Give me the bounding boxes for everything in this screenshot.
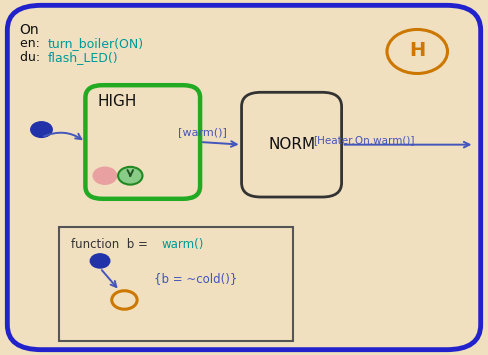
Circle shape (387, 29, 447, 73)
Circle shape (93, 167, 117, 184)
Text: flash_LED(): flash_LED() (48, 51, 119, 65)
Text: NORM: NORM (268, 137, 315, 152)
Text: HIGH: HIGH (98, 94, 137, 109)
FancyBboxPatch shape (242, 92, 342, 197)
Text: en:: en: (20, 37, 43, 50)
Text: {b = ~cold()}: {b = ~cold()} (154, 272, 237, 285)
FancyBboxPatch shape (59, 227, 293, 341)
Text: [Heater.On.warm()]: [Heater.On.warm()] (313, 136, 414, 146)
Text: function  b =: function b = (71, 238, 151, 251)
Circle shape (90, 254, 110, 268)
Text: warm(): warm() (161, 238, 203, 251)
FancyBboxPatch shape (85, 85, 200, 199)
Text: du:: du: (20, 51, 43, 65)
Text: H: H (409, 40, 426, 60)
FancyBboxPatch shape (7, 5, 481, 350)
Circle shape (118, 167, 142, 185)
Text: [warm()]: [warm()] (178, 127, 227, 137)
Text: turn_boiler(ON): turn_boiler(ON) (48, 37, 144, 50)
Text: On: On (20, 23, 39, 37)
Circle shape (31, 122, 52, 137)
